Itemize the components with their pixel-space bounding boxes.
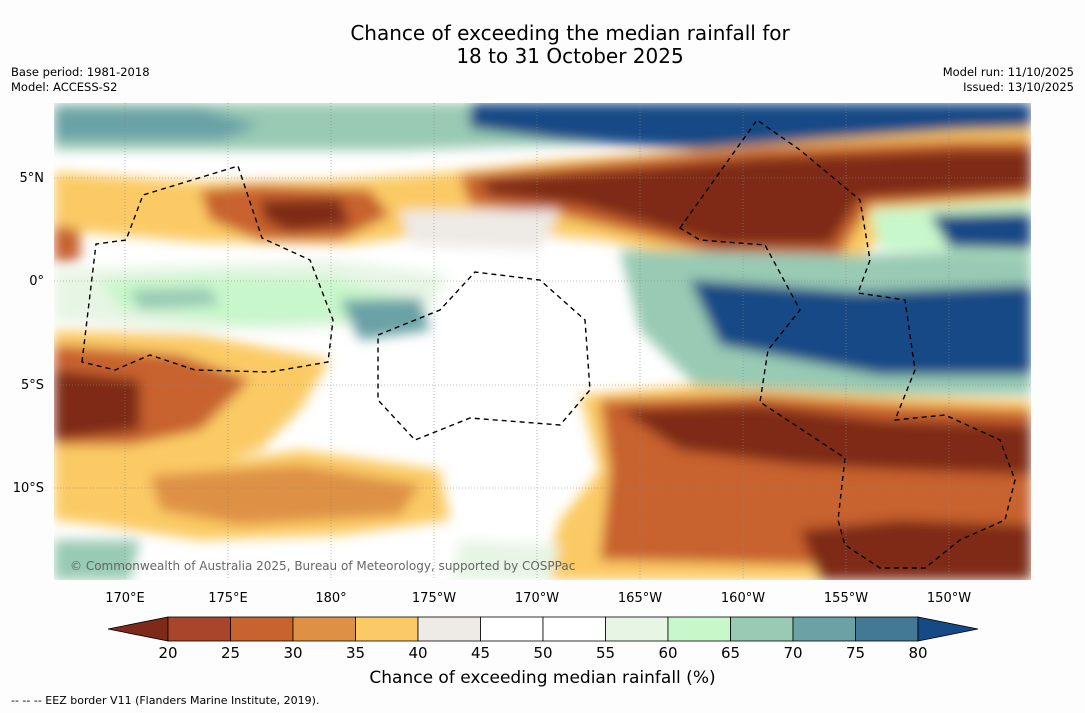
wet-patch-west — [130, 288, 220, 310]
issued-date: Issued: 13/10/2025 — [963, 80, 1074, 94]
eez-west — [81, 165, 334, 373]
meta-right: Model run: 11/10/2025 Issued: 13/10/2025 — [943, 65, 1074, 95]
wet-southwest-corner — [54, 540, 140, 580]
very-wet-northeast — [930, 212, 1031, 250]
colorbar-segment — [230, 616, 294, 642]
lon-label: 170°W — [515, 591, 559, 606]
very-dry-south-east-corner — [800, 520, 1031, 580]
wet-patch-central — [340, 298, 430, 340]
colorbar-tick-label: 55 — [596, 644, 615, 662]
model-name: Model: ACCESS-S2 — [11, 80, 118, 94]
colorbar-segment — [292, 616, 356, 642]
colorbar-extend-high — [917, 616, 979, 642]
colorbar-segment — [417, 616, 481, 642]
colorbar-tick-label: 40 — [408, 644, 427, 662]
colorbar-segment — [167, 616, 231, 642]
title-line-2: 18 to 31 October 2025 — [456, 44, 684, 68]
colorbar-tick-label: 45 — [471, 644, 490, 662]
dry-south-core — [150, 465, 420, 525]
colorbar-segment — [730, 616, 794, 642]
lon-label: 155°W — [824, 591, 868, 606]
lon-label: 160°W — [721, 591, 765, 606]
title-line-1: Chance of exceeding the median rainfall … — [350, 21, 790, 45]
eez-footnote: -- -- -- EEZ border V11 (Flanders Marine… — [11, 694, 320, 707]
lon-label: 180° — [315, 591, 346, 606]
very-dry-southeast — [620, 405, 1031, 475]
moist-south — [450, 540, 560, 580]
eez-central — [377, 271, 591, 441]
colorbar-tick-label: 35 — [346, 644, 365, 662]
graticule — [54, 103, 1031, 580]
colorbar-segment — [667, 616, 731, 642]
eez-borders — [81, 119, 1016, 569]
colorbar-tick-label: 80 — [908, 644, 927, 662]
colorbar-tick-label: 75 — [846, 644, 865, 662]
rainfall-field — [54, 103, 1031, 580]
lat-label: 5°N — [20, 171, 45, 186]
colorbar-tick-label: 30 — [283, 644, 302, 662]
colorbar-title: Chance of exceeding median rainfall (%) — [369, 668, 716, 688]
moist-core-west — [100, 275, 420, 325]
neutral-patch — [400, 210, 560, 250]
meta-left: Base period: 1981-2018 Model: ACCESS-S2 — [11, 65, 150, 95]
lon-label: 175°E — [208, 591, 248, 606]
lat-label: 5°S — [21, 378, 44, 393]
colorbar-segment — [855, 616, 919, 642]
map-title: Chance of exceeding the median rainfall … — [0, 22, 1085, 68]
colorbar-segment — [480, 616, 544, 642]
very-dry-north — [480, 150, 1031, 245]
colorbar-tick-label: 25 — [221, 644, 240, 662]
colorbar-segment — [542, 616, 606, 642]
lat-label: 10°S — [13, 481, 44, 496]
colorbar-segment — [792, 616, 856, 642]
wet-top-left — [54, 108, 260, 140]
lon-label: 165°W — [618, 591, 662, 606]
colorbar-tick-label: 50 — [533, 644, 552, 662]
colorbar-tick-label: 60 — [658, 644, 677, 662]
lon-label: 170°E — [105, 591, 145, 606]
colorbar-segment — [605, 616, 669, 642]
longitude-labels: 170°E 175°E 180° 175°W 170°W 165°W 160°W 155°W 1… — [105, 591, 971, 606]
lon-label: 175°W — [412, 591, 456, 606]
latitude-labels: 5°N 0° 5°S 10°S — [13, 171, 44, 496]
colorbar-tick-label: 70 — [783, 644, 802, 662]
lon-label: 150°W — [927, 591, 971, 606]
copyright-text: © Commonwealth of Australia 2025, Bureau… — [70, 559, 575, 573]
colorbar-tick-label: 20 — [158, 644, 177, 662]
colorbar-segment — [355, 616, 419, 642]
base-period: Base period: 1981-2018 — [11, 65, 150, 79]
lat-label: 0° — [29, 274, 44, 289]
very-wet-east — [690, 280, 1031, 375]
dry-edge-west — [54, 225, 80, 262]
model-run: Model run: 11/10/2025 — [942, 65, 1074, 79]
very-dry-patch-west — [260, 198, 350, 232]
colorbar-tick-label: 65 — [721, 644, 740, 662]
map-panel: © Commonwealth of Australia 2025, Bureau… — [54, 103, 1031, 580]
very-dry-southwest — [54, 370, 140, 440]
colorbar: 20 25 30 35 40 45 50 55 60 65 70 75 80 — [107, 616, 979, 662]
colorbar-extend-low — [107, 616, 169, 642]
